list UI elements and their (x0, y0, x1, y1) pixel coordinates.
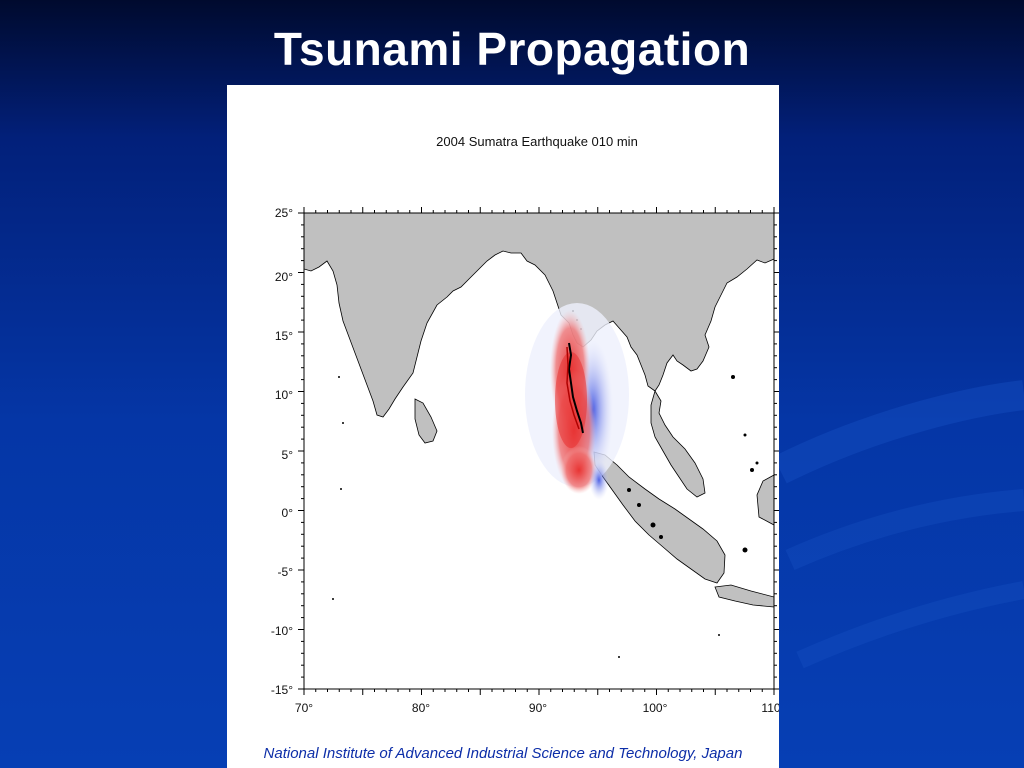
andaman-nicobar-islands (567, 342, 584, 434)
land-malay-peninsula (650, 390, 706, 498)
land-sumatra (593, 451, 726, 584)
lat-label: 10° (275, 388, 293, 402)
tsunami-map: 2004 Sumatra Earthquake 010 min (271, 134, 779, 715)
lat-label: 20° (275, 270, 293, 284)
lon-label: 90° (529, 701, 547, 715)
credit-text: National Institute of Advanced Industria… (263, 745, 743, 762)
lat-label: -15° (271, 683, 293, 697)
land-java (714, 584, 774, 608)
tick-marks (298, 207, 779, 695)
tsunami-wave-field (525, 303, 629, 500)
lon-label: 80° (412, 701, 430, 715)
lon-label: 110 (761, 701, 779, 715)
land-borneo (756, 474, 774, 526)
lat-label: 5° (282, 448, 294, 462)
map-area (304, 213, 774, 689)
latitude-labels: 25° 20° 15° 10° 5° 0° -5° -10° -15° (271, 206, 293, 697)
lon-label: 100° (643, 701, 668, 715)
lat-label: 25° (275, 206, 293, 220)
land-sri-lanka (414, 398, 438, 444)
lat-label: -5° (278, 565, 294, 579)
map-panel: 2004 Sumatra Earthquake 010 min (227, 85, 779, 768)
lat-label: -10° (271, 624, 293, 638)
lat-label: 15° (275, 329, 293, 343)
longitude-labels: 70° 80° 90° 100° 110 (295, 701, 779, 715)
slide-title: Tsunami Propagation (273, 23, 751, 75)
lat-label: 0° (282, 506, 294, 520)
map-title: 2004 Sumatra Earthquake 010 min (436, 134, 638, 149)
rupture-zone (566, 346, 580, 430)
lon-label: 70° (295, 701, 313, 715)
